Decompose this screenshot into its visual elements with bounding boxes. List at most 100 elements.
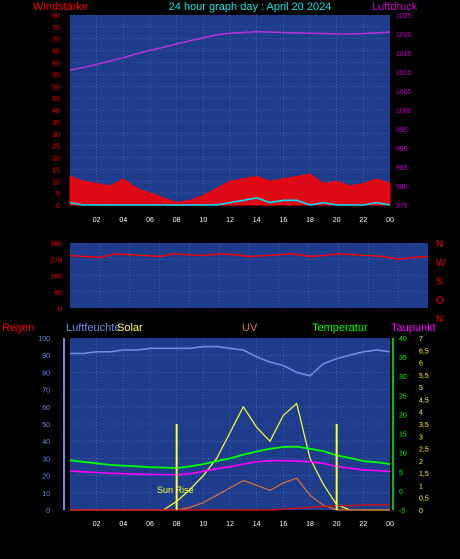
uv-tick: 3 xyxy=(419,434,423,441)
uv-tick: 1,5 xyxy=(419,471,429,478)
x-axis-tick: 10 xyxy=(199,521,207,528)
wind-speed-tick: 75 xyxy=(52,25,60,32)
direction-tick: 180 xyxy=(50,274,62,281)
x-axis-tick: 06 xyxy=(146,521,154,528)
humidity-tick: 70 xyxy=(42,388,50,395)
x-axis-tick: 00 xyxy=(386,521,394,528)
x-axis-tick: 16 xyxy=(279,217,287,224)
x-axis-tick: 10 xyxy=(199,217,207,224)
wind-speed-tick: 10 xyxy=(52,179,60,186)
compass-label: O xyxy=(436,295,444,306)
humidity-tick: 0 xyxy=(46,508,50,515)
humidity-tick: 20 xyxy=(42,474,50,481)
wind-speed-tick: 35 xyxy=(52,120,60,127)
temperature-tick: 0 xyxy=(399,489,403,496)
humidity-tick: 80 xyxy=(42,370,50,377)
humidity-tick: 50 xyxy=(42,422,50,429)
uv-tick: 5,5 xyxy=(419,373,429,380)
wind-speed-tick: 55 xyxy=(52,72,60,79)
uv-tick: 3,5 xyxy=(419,422,429,429)
humidity-tick: 40 xyxy=(42,439,50,446)
x-axis-tick: 18 xyxy=(306,521,314,528)
wind-speed-tick: 30 xyxy=(52,132,60,139)
x-axis-tick: 20 xyxy=(333,521,341,528)
wind-speed-tick: 15 xyxy=(52,167,60,174)
uv-tick: 4,5 xyxy=(419,397,429,404)
x-axis-tick: 04 xyxy=(119,521,127,528)
taupunkt-label: Taupunkt xyxy=(391,322,436,334)
pressure-tick: 990 xyxy=(396,146,408,153)
wind-speed-tick: 0 xyxy=(56,203,60,210)
uv-tick: 6,5 xyxy=(419,348,429,355)
x-axis-tick: 18 xyxy=(306,217,314,224)
temperature-tick: 20 xyxy=(399,412,407,419)
uv-tick: 2 xyxy=(419,459,423,466)
x-axis-tick: 22 xyxy=(359,521,367,528)
wind-speed-tick: 45 xyxy=(52,96,60,103)
uv-tick: 1 xyxy=(419,483,423,490)
humidity-tick: 10 xyxy=(42,491,50,498)
pressure-tick: 980 xyxy=(396,184,408,191)
wind-gust-series xyxy=(69,197,391,206)
temperature-tick: 5 xyxy=(399,470,403,477)
chart-title: 24 hour graph day : April 20 2024 xyxy=(169,1,332,13)
temperature-tick: 30 xyxy=(399,374,407,381)
humidity-series xyxy=(70,345,391,377)
temperature-tick: 35 xyxy=(399,355,407,362)
x-axis-tick: 14 xyxy=(253,217,261,224)
temperature-tick: 10 xyxy=(399,451,407,458)
pressure-tick: 975 xyxy=(396,203,408,210)
humidity-tick: 60 xyxy=(42,405,50,412)
wind-direction-series xyxy=(69,253,429,260)
wind-speed-tick: 40 xyxy=(52,108,60,115)
x-axis-tick: 20 xyxy=(333,217,341,224)
wind-speed-series xyxy=(69,173,391,206)
pressure-series xyxy=(69,30,391,71)
wind-speed-tick: 80 xyxy=(52,13,60,20)
pressure-tick: 1005 xyxy=(396,89,412,96)
uv-tick: 2,5 xyxy=(419,447,429,454)
uv-tick: 5 xyxy=(419,385,423,392)
compass-label: S xyxy=(436,277,443,288)
humidity-tick: 30 xyxy=(42,456,50,463)
wind-speed-tick: 70 xyxy=(52,37,60,44)
compass-label: W xyxy=(436,258,446,269)
temperature-tick: -5 xyxy=(399,508,405,515)
pressure-tick: 1015 xyxy=(396,51,412,58)
wind-speed-tick: 60 xyxy=(52,61,60,68)
temperature-tick: 15 xyxy=(399,432,407,439)
uv-tick: 4 xyxy=(419,410,423,417)
luftfeuchte-label: Luftfeuchte xyxy=(66,322,120,334)
pressure-tick: 1025 xyxy=(396,13,412,20)
x-axis-tick: 02 xyxy=(93,521,101,528)
x-axis-tick: 06 xyxy=(146,217,154,224)
sun-rise-label: Sun Rise xyxy=(157,485,194,495)
regen-label: Regen xyxy=(2,322,34,334)
pressure-tick: 995 xyxy=(396,127,408,134)
pressure-tick: 1020 xyxy=(396,32,412,39)
temperature-tick: 25 xyxy=(399,393,407,400)
uv-tick: 6 xyxy=(419,361,423,368)
wind-speed-tick: 20 xyxy=(52,156,60,163)
uv-tick: 7 xyxy=(419,336,423,343)
x-axis-tick: 16 xyxy=(279,521,287,528)
direction-tick: 90 xyxy=(54,290,62,297)
uv-tick: 0 xyxy=(419,508,423,515)
uv-label: UV xyxy=(242,322,258,334)
wind-speed-tick: 50 xyxy=(52,84,60,91)
x-axis-tick: 14 xyxy=(253,521,261,528)
x-axis-tick: 12 xyxy=(226,217,234,224)
direction-tick: 270 xyxy=(50,257,62,264)
solar-label: Solar xyxy=(117,322,143,334)
x-axis-tick: 12 xyxy=(226,521,234,528)
x-axis-tick: 02 xyxy=(93,217,101,224)
temperatur-label: Temperatur xyxy=(312,322,368,334)
pressure-tick: 1010 xyxy=(396,70,412,77)
wind-speed-tick: 25 xyxy=(52,144,60,151)
direction-tick: 0 xyxy=(58,306,62,313)
x-axis-tick: 04 xyxy=(119,217,127,224)
uv-tick: 0,5 xyxy=(419,496,429,503)
windstaerke-axis-label: Windstärke xyxy=(33,1,88,13)
pressure-tick: 985 xyxy=(396,165,408,172)
